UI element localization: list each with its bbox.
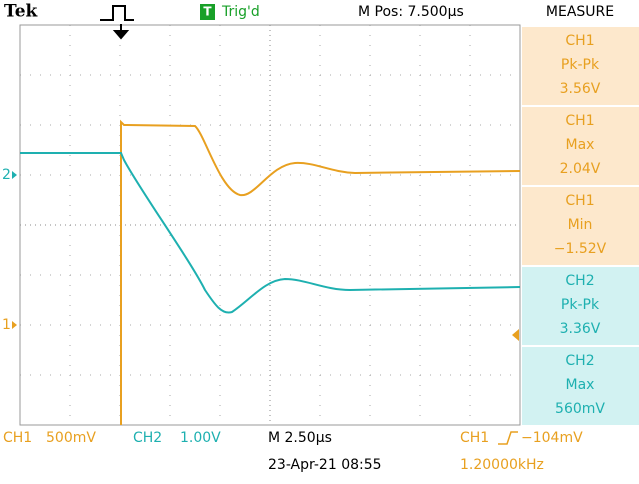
- trigger-source: CH1: [460, 430, 489, 446]
- measure-measure: Pk-Pk: [561, 297, 600, 313]
- ch1-scale: 500mV: [46, 430, 96, 446]
- ch2-marker-arrow: [12, 171, 17, 179]
- trigger-badge-text: T: [203, 5, 212, 19]
- measure-box: [522, 187, 639, 265]
- measure-measure: Max: [566, 137, 595, 153]
- ch1-label: CH1: [3, 430, 32, 446]
- ch2-marker: 2: [2, 167, 11, 183]
- ch1-marker: 1: [2, 317, 11, 333]
- ch2-trace: [20, 152, 521, 314]
- measure-box: [522, 347, 639, 425]
- plot-border: [19, 24, 521, 426]
- trigger-position: [112, 24, 130, 40]
- trigger-level: −104mV: [521, 430, 583, 446]
- graticule: [20, 25, 520, 425]
- ch1-trace: [120, 119, 521, 425]
- measure-value: 560mV: [555, 401, 605, 417]
- measure-value: 2.04V: [560, 161, 601, 177]
- timebase: M 2.50µs: [268, 430, 332, 446]
- measure-channel: CH2: [565, 273, 594, 289]
- trigger-mode-icon: [100, 5, 134, 21]
- ch1-marker-arrow: [12, 321, 17, 329]
- trigger-badge: [200, 4, 215, 20]
- measure-channel: CH1: [565, 113, 594, 129]
- measure-measure: Pk-Pk: [561, 57, 600, 73]
- measure-box: [522, 267, 639, 345]
- ch2-scale: 1.00V: [180, 430, 221, 446]
- horizontal-position: M Pos: 7.500µs: [358, 4, 464, 20]
- brand: Tek: [4, 2, 39, 22]
- measure-channel: CH1: [565, 193, 594, 209]
- trigger-level-marker: [512, 329, 519, 341]
- measure-channel: CH1: [565, 33, 594, 49]
- measure-title: MEASURE: [546, 4, 614, 20]
- measure-value: 3.36V: [560, 321, 601, 337]
- measure-panel: CH1 Pk-Pk 3.56V CH1 Max 2.04V CH1 Min −1.52V CH2 P…: [522, 27, 639, 425]
- ch2-label: CH2: [133, 430, 162, 446]
- measure-value: −1.52V: [554, 241, 607, 257]
- measure-channel: CH2: [565, 353, 594, 369]
- measure-measure: Max: [566, 377, 595, 393]
- measure-box: [522, 27, 639, 105]
- trigger-edge-icon: [498, 431, 518, 445]
- measure-measure: Min: [568, 217, 593, 233]
- trigger-status: Trig'd: [221, 4, 260, 20]
- measure-box: [522, 107, 639, 185]
- datetime: 23-Apr-21 08:55: [268, 457, 382, 473]
- frequency: 1.20000kHz: [460, 457, 544, 473]
- measure-value: 3.56V: [560, 81, 601, 97]
